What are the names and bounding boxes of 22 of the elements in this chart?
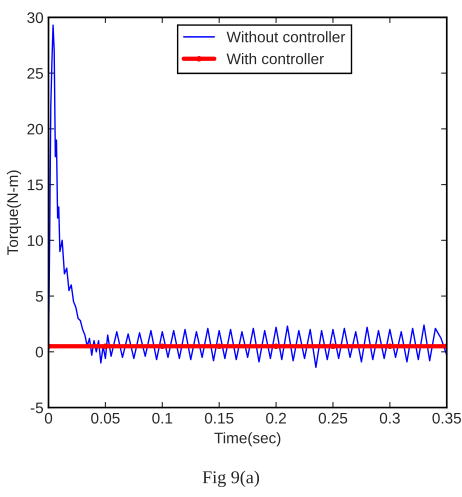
- line-series: [48, 24, 447, 368]
- y-tick-label: 25: [27, 68, 44, 79]
- y-tick-label: 30: [27, 12, 44, 24]
- y-tick-label: 5: [36, 291, 44, 302]
- y-tick-label: 20: [27, 124, 44, 135]
- y-tick-label: 15: [28, 180, 44, 190]
- x-tick-label: 0.3: [380, 412, 400, 424]
- x-tick-label: 0.35: [432, 412, 461, 424]
- x-tick-label: 0.15: [204, 412, 234, 424]
- x-axis-title: Time(sec): [214, 432, 280, 446]
- legend-label: Without controller: [226, 31, 346, 42]
- x-tick-label: 0.25: [318, 412, 348, 424]
- legend-label: With controller: [226, 53, 324, 64]
- y-tick-label: -5: [30, 402, 44, 414]
- x-tick-label: 0.05: [91, 412, 120, 424]
- x-tick-label: 0.2: [266, 412, 286, 424]
- x-tick-label: 0: [44, 412, 52, 424]
- y-axis-title: Torque(N-m): [6, 170, 22, 255]
- y-tick-label: 0: [36, 346, 44, 358]
- x-tick-label: 0.1: [152, 412, 172, 424]
- y-tick-label: 10: [28, 235, 44, 246]
- caption: Fig 9(a): [202, 470, 260, 488]
